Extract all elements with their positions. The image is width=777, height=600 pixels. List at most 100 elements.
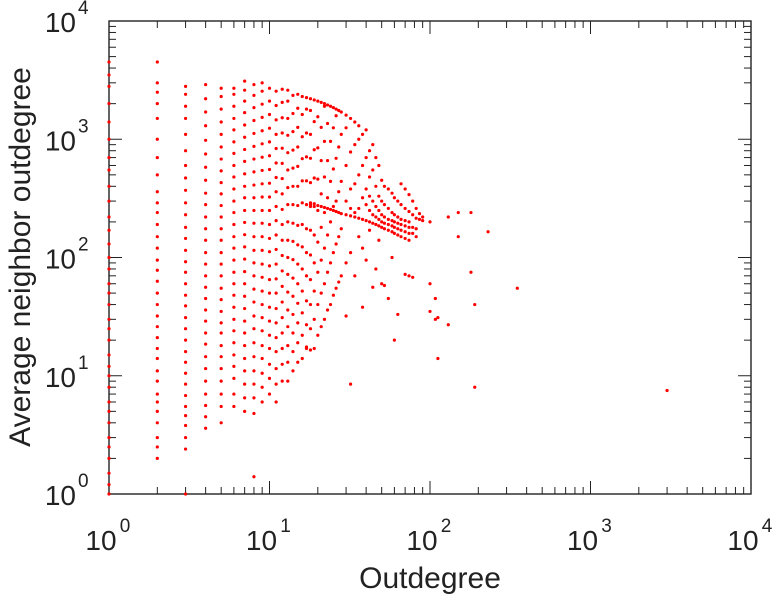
data-point (319, 192, 323, 196)
data-point (243, 269, 247, 274)
data-point (428, 309, 432, 314)
data-point (360, 163, 365, 168)
data-point (107, 471, 111, 475)
data-point (183, 163, 188, 168)
x-tick-exponent: 3 (601, 516, 612, 537)
data-point (107, 400, 111, 404)
data-point (252, 369, 256, 373)
data-point (204, 379, 208, 383)
data-point (183, 116, 188, 121)
data-point (155, 325, 159, 329)
data-point (155, 90, 159, 94)
data-point (328, 207, 333, 212)
data-point (252, 314, 256, 318)
data-point (204, 152, 208, 156)
data-point (155, 356, 159, 361)
data-point (364, 187, 368, 191)
data-point (367, 149, 372, 153)
data-point (374, 155, 378, 160)
data-point (260, 302, 264, 307)
data-point (232, 235, 236, 239)
data-point (204, 191, 208, 195)
data-point (291, 369, 295, 373)
data-point (183, 393, 188, 398)
data-point (204, 403, 208, 408)
data-point (403, 206, 407, 211)
data-point (267, 392, 272, 396)
data-point (286, 133, 290, 137)
data-point (219, 203, 223, 208)
data-point (339, 110, 343, 114)
data-point (364, 203, 368, 207)
data-point (421, 215, 425, 219)
plot-frame (108, 20, 752, 495)
data-point (304, 227, 309, 231)
data-point (319, 325, 323, 329)
data-point (296, 106, 300, 110)
data-point (403, 272, 407, 276)
data-point (274, 350, 278, 354)
data-point (243, 382, 247, 386)
data-point (371, 213, 375, 217)
data-point (155, 369, 159, 373)
data-point (334, 242, 338, 246)
data-point (252, 93, 256, 97)
data-point (390, 219, 394, 223)
data-point (232, 341, 236, 345)
data-point (267, 236, 272, 241)
data-point (407, 231, 411, 235)
data-point (155, 400, 159, 404)
data-point (252, 327, 256, 331)
data-point (386, 187, 390, 191)
data-point (286, 151, 290, 155)
data-point (252, 341, 256, 345)
data-point (386, 296, 390, 301)
data-point (260, 371, 264, 375)
data-point (155, 210, 159, 215)
data-point (325, 103, 330, 107)
data-point (107, 228, 111, 232)
data-point (155, 60, 159, 64)
data-point (274, 400, 278, 404)
data-point (219, 286, 223, 290)
data-point (243, 257, 247, 261)
data-point (325, 206, 330, 211)
data-point (300, 112, 304, 117)
data-point (339, 274, 343, 278)
data-point (260, 343, 264, 348)
data-point (386, 217, 390, 221)
data-point (204, 165, 208, 169)
data-point (274, 175, 278, 180)
data-point (280, 253, 284, 258)
x-tick-labels: 10 0 10 1 10 2 10 3 10 4 (85, 516, 772, 556)
data-point (280, 300, 284, 304)
data-point (380, 199, 384, 203)
data-point (392, 231, 396, 235)
data-point (322, 175, 327, 179)
data-point (291, 350, 295, 354)
data-point (155, 201, 159, 205)
data-point (204, 319, 208, 323)
data-point (252, 300, 256, 304)
data-point (316, 240, 320, 244)
data-point (322, 102, 327, 106)
data-point (274, 89, 278, 93)
data-point (296, 282, 300, 286)
data-point (291, 111, 295, 116)
data-point (107, 409, 111, 413)
data-point (280, 207, 284, 212)
data-point (204, 308, 208, 312)
data-point (364, 128, 368, 132)
data-point (374, 204, 378, 209)
data-point (243, 233, 247, 237)
data-point (300, 245, 304, 249)
data-point (344, 261, 348, 265)
data-point (107, 184, 111, 188)
data-point (274, 190, 278, 194)
data-point (436, 356, 440, 361)
data-point (357, 235, 361, 239)
data-point (204, 227, 208, 231)
data-point (300, 179, 304, 183)
data-point (155, 445, 159, 449)
